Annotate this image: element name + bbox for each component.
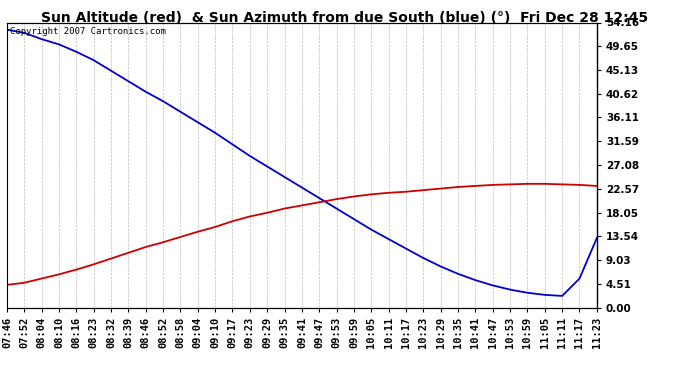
Text: Copyright 2007 Cartronics.com: Copyright 2007 Cartronics.com	[10, 27, 166, 36]
Text: Sun Altitude (red)  & Sun Azimuth from due South (blue) (°)  Fri Dec 28 12:45: Sun Altitude (red) & Sun Azimuth from du…	[41, 11, 649, 25]
